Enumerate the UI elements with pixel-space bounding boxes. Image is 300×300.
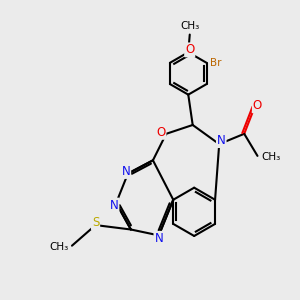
Text: CH₃: CH₃: [180, 21, 200, 31]
Text: O: O: [185, 44, 194, 56]
Text: S: S: [92, 216, 99, 229]
Text: CH₃: CH₃: [261, 152, 280, 162]
Text: O: O: [253, 99, 262, 112]
Text: N: N: [122, 165, 130, 178]
Text: N: N: [110, 199, 118, 212]
Text: N: N: [217, 134, 226, 147]
Text: CH₃: CH₃: [50, 242, 69, 252]
Text: Br: Br: [210, 58, 222, 68]
Text: O: O: [156, 126, 166, 139]
Text: N: N: [154, 232, 163, 245]
